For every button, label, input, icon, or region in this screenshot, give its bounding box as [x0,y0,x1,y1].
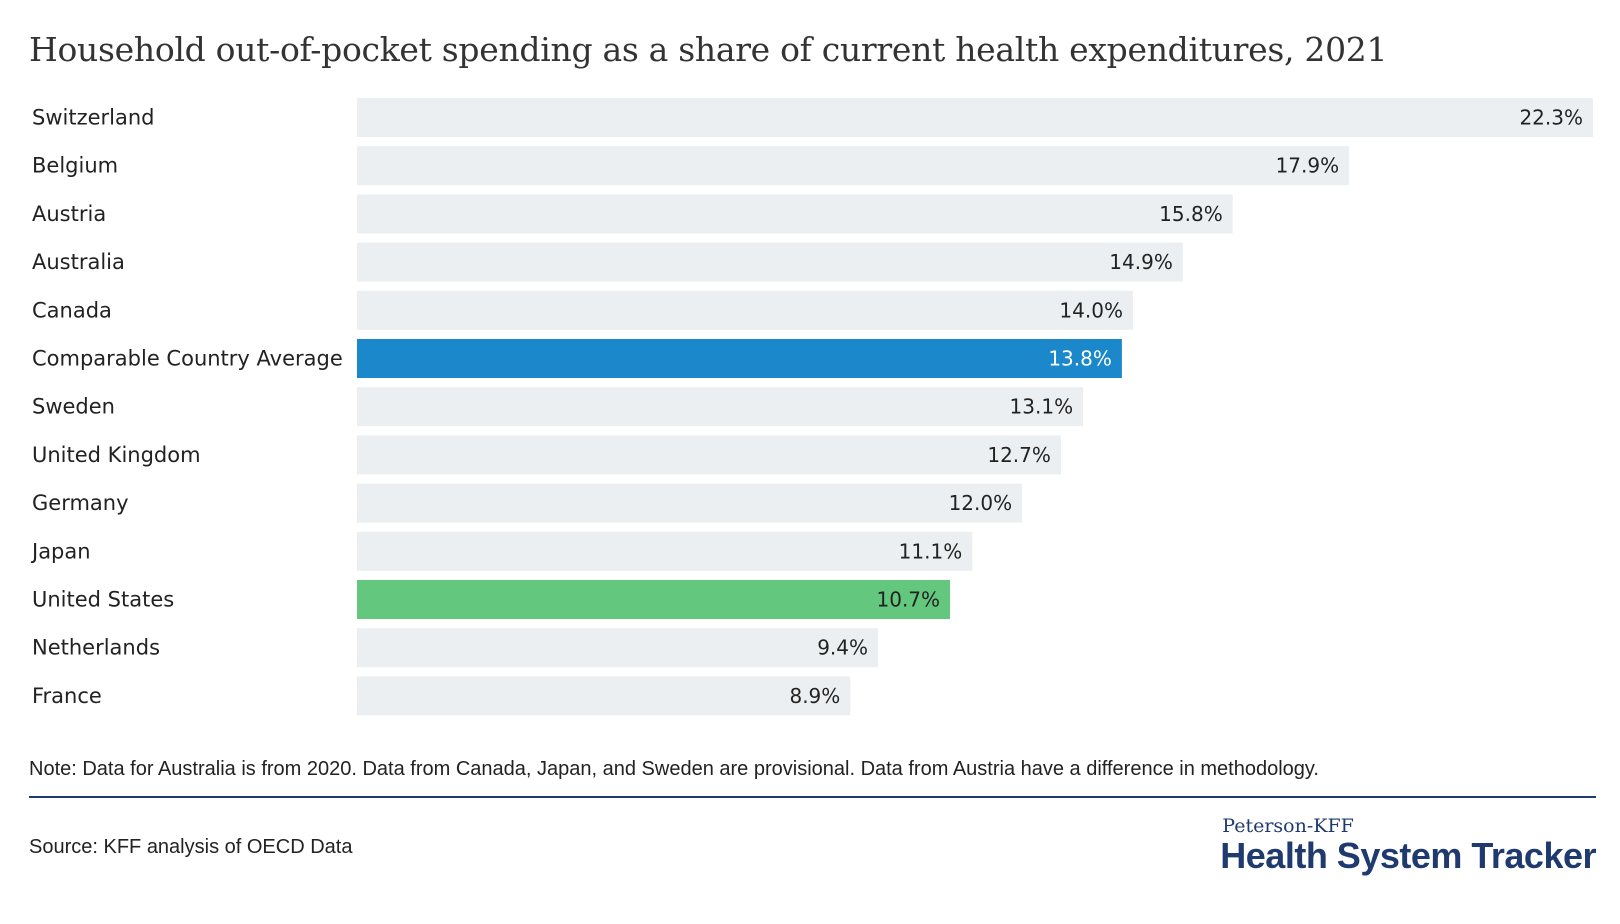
category-label-belgium: Belgium [32,154,118,178]
value-label-comparable-country-average: 13.8% [1048,347,1112,371]
chart-title: Household out-of-pocket spending as a sh… [29,30,1388,69]
value-label-netherlands: 9.4% [817,636,868,660]
bar-comparable-country-average[interactable] [357,339,1122,378]
value-label-australia: 14.9% [1109,250,1173,274]
bar-united-kingdom[interactable] [357,435,1061,475]
category-label-comparable-country-average: Comparable Country Average [32,347,343,371]
category-label-austria: Austria [32,202,106,226]
category-label-united-states: United States [32,588,174,612]
category-label-netherlands: Netherlands [32,636,160,660]
bar-belgium[interactable] [357,146,1350,186]
bar-switzerland[interactable] [357,98,1593,137]
category-label-japan: Japan [30,539,91,563]
brand-main-text: Health System Tracker [1220,835,1596,876]
bar-germany[interactable] [357,483,1023,523]
bar-sweden[interactable] [357,387,1084,427]
value-label-switzerland: 22.3% [1519,106,1583,130]
category-label-germany: Germany [32,491,129,515]
chart-source: Source: KFF analysis of OECD Data [29,836,353,858]
bar-austria[interactable] [357,194,1233,234]
bar-canada[interactable] [357,290,1133,330]
category-label-sweden: Sweden [32,395,115,419]
value-label-united-states: 10.7% [877,588,941,612]
category-label-switzerland: Switzerland [32,106,155,130]
value-label-united-kingdom: 12.7% [987,443,1051,467]
category-label-australia: Australia [32,250,125,274]
value-label-canada: 14.0% [1059,298,1123,322]
divider [29,796,1596,798]
value-label-france: 8.9% [789,684,840,708]
value-label-austria: 15.8% [1159,202,1223,226]
bar-australia[interactable] [357,242,1183,282]
bar-united-states[interactable] [357,580,951,619]
category-label-united-kingdom: United Kingdom [32,443,201,467]
value-label-sweden: 13.1% [1010,395,1074,419]
bar-netherlands[interactable] [357,628,879,668]
category-label-canada: Canada [32,298,112,322]
bar-japan[interactable] [357,531,973,571]
chart-note: Note: Data for Australia is from 2020. D… [29,758,1319,780]
category-label-france: France [32,684,102,708]
brand-top-text: Peterson-KFF [1222,815,1354,837]
brand-logo[interactable]: Peterson-KFF Health System Tracker [1220,815,1596,875]
value-label-germany: 12.0% [949,491,1013,515]
value-label-japan: 11.1% [899,539,963,563]
bar-chart: Switzerland 22.3% Belgium 17.9% Austria 15.8%… [30,98,1593,716]
bar-france[interactable] [357,676,851,716]
value-label-belgium: 17.9% [1276,154,1340,178]
